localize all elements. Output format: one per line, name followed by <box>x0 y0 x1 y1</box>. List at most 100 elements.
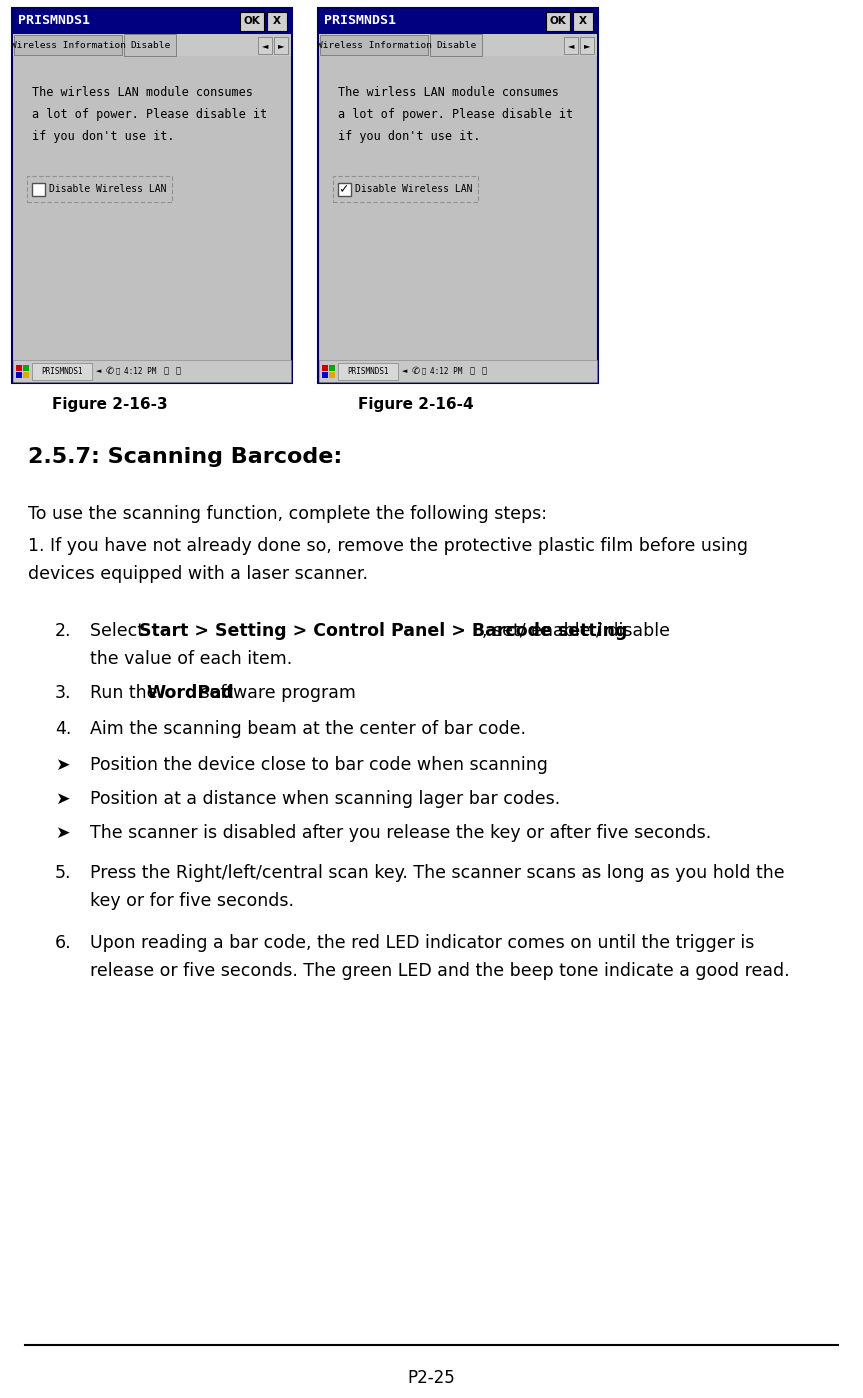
Text: a lot of power. Please disable it: a lot of power. Please disable it <box>338 108 573 122</box>
Text: Position the device close to bar code when scanning: Position the device close to bar code wh… <box>90 756 548 774</box>
Text: PRISMNDS1: PRISMNDS1 <box>324 14 396 28</box>
Bar <box>16 365 22 370</box>
Text: 2.5.7: Scanning Barcode:: 2.5.7: Scanning Barcode: <box>28 447 343 467</box>
Text: Figure 2-16-3: Figure 2-16-3 <box>52 397 167 412</box>
Bar <box>16 372 22 377</box>
Bar <box>267 13 287 31</box>
Text: ✆: ✆ <box>106 366 114 376</box>
Bar <box>14 35 122 55</box>
Bar <box>329 372 335 377</box>
Text: ➤: ➤ <box>55 790 70 808</box>
Bar <box>32 183 45 196</box>
Bar <box>319 361 597 382</box>
Text: 3.: 3. <box>55 684 72 702</box>
Text: 🖨: 🖨 <box>482 366 487 376</box>
Text: PRISMNDS1: PRISMNDS1 <box>41 366 83 376</box>
Bar <box>319 34 597 56</box>
Text: if you don't use it.: if you don't use it. <box>32 130 174 143</box>
Text: a lot of power. Please disable it: a lot of power. Please disable it <box>32 108 268 122</box>
Bar <box>329 365 335 370</box>
Bar <box>338 183 351 196</box>
Bar <box>333 176 478 201</box>
Bar <box>27 176 172 201</box>
Text: OK: OK <box>550 17 566 27</box>
Text: 1. If you have not already done so, remove the protective plastic film before us: 1. If you have not already done so, remo… <box>28 537 748 555</box>
Text: Upon reading a bar code, the red LED indicator comes on until the trigger is: Upon reading a bar code, the red LED ind… <box>90 934 754 952</box>
Text: if you don't use it.: if you don't use it. <box>338 130 481 143</box>
Text: Run the: Run the <box>90 684 163 702</box>
Text: key or for five seconds.: key or for five seconds. <box>90 892 294 910</box>
Text: The wirless LAN module consumes: The wirless LAN module consumes <box>338 87 559 99</box>
Text: X: X <box>273 17 281 27</box>
Bar <box>564 36 578 55</box>
Text: ◄: ◄ <box>402 368 407 375</box>
Text: , set/ enable / disable: , set/ enable / disable <box>482 622 670 640</box>
Text: the value of each item.: the value of each item. <box>90 650 293 668</box>
Text: ►: ► <box>278 41 284 50</box>
Text: Aim the scanning beam at the center of bar code.: Aim the scanning beam at the center of b… <box>90 720 526 738</box>
Text: Disable: Disable <box>129 41 170 49</box>
Text: Select: Select <box>90 622 149 640</box>
Text: To use the scanning function, complete the following steps:: To use the scanning function, complete t… <box>28 505 547 523</box>
Text: 2.: 2. <box>55 622 72 640</box>
Bar <box>13 34 291 56</box>
Text: Disable Wireless LAN: Disable Wireless LAN <box>355 185 473 194</box>
Text: WordPad: WordPad <box>146 684 234 702</box>
Text: Figure 2-16-4: Figure 2-16-4 <box>358 397 474 412</box>
Bar <box>322 372 328 377</box>
Text: 🖥: 🖥 <box>116 368 120 375</box>
Text: The wirless LAN module consumes: The wirless LAN module consumes <box>32 87 253 99</box>
Text: 5.: 5. <box>55 864 72 882</box>
Text: P2-25: P2-25 <box>407 1369 455 1387</box>
Bar <box>23 365 29 370</box>
Bar <box>319 8 597 34</box>
Bar <box>23 372 29 377</box>
Text: 4:12 PM: 4:12 PM <box>430 366 463 376</box>
Text: Position at a distance when scanning lager bar codes.: Position at a distance when scanning lag… <box>90 790 560 808</box>
Text: Start > Setting > Control Panel > Barcode setting: Start > Setting > Control Panel > Barcod… <box>139 622 627 640</box>
Text: ◄: ◄ <box>96 368 101 375</box>
Text: 🖨: 🖨 <box>176 366 181 376</box>
Text: ➤: ➤ <box>55 756 70 774</box>
Bar <box>240 13 264 31</box>
Bar <box>258 36 272 55</box>
Text: The scanner is disabled after you release the key or after five seconds.: The scanner is disabled after you releas… <box>90 823 711 842</box>
Text: ◄: ◄ <box>261 41 268 50</box>
Text: X: X <box>579 17 587 27</box>
Bar <box>338 363 398 380</box>
Text: Disable Wireless LAN: Disable Wireless LAN <box>49 185 167 194</box>
Bar <box>320 35 428 55</box>
Text: PRISMNDS1: PRISMNDS1 <box>347 366 389 376</box>
Text: 4:12 PM: 4:12 PM <box>124 366 156 376</box>
Text: devices equipped with a laser scanner.: devices equipped with a laser scanner. <box>28 565 368 583</box>
Text: Disable: Disable <box>436 41 476 49</box>
Text: 📝: 📝 <box>164 366 169 376</box>
Text: Wireless Information: Wireless Information <box>10 41 125 49</box>
Bar <box>124 34 176 56</box>
Text: ➤: ➤ <box>55 823 70 842</box>
Text: 4.: 4. <box>55 720 72 738</box>
Text: 📝: 📝 <box>470 366 475 376</box>
Text: ✆: ✆ <box>412 366 420 376</box>
Text: Wireless Information: Wireless Information <box>317 41 432 49</box>
Bar <box>546 13 570 31</box>
Bar <box>13 361 291 382</box>
Bar <box>32 363 92 380</box>
Bar <box>12 8 292 383</box>
Bar <box>274 36 288 55</box>
Bar <box>13 8 291 34</box>
Text: ►: ► <box>583 41 590 50</box>
Text: Press the Right/left/central scan key. The scanner scans as long as you hold the: Press the Right/left/central scan key. T… <box>90 864 784 882</box>
Text: ◄: ◄ <box>568 41 574 50</box>
Bar <box>573 13 593 31</box>
Bar <box>430 34 482 56</box>
Text: 6.: 6. <box>55 934 72 952</box>
Bar <box>318 8 598 383</box>
Text: OK: OK <box>243 17 261 27</box>
Bar <box>580 36 594 55</box>
Bar <box>322 365 328 370</box>
Text: release or five seconds. The green LED and the beep tone indicate a good read.: release or five seconds. The green LED a… <box>90 962 790 980</box>
Text: PRISMNDS1: PRISMNDS1 <box>18 14 90 28</box>
Text: ✓: ✓ <box>340 183 349 197</box>
Text: 🖥: 🖥 <box>422 368 426 375</box>
